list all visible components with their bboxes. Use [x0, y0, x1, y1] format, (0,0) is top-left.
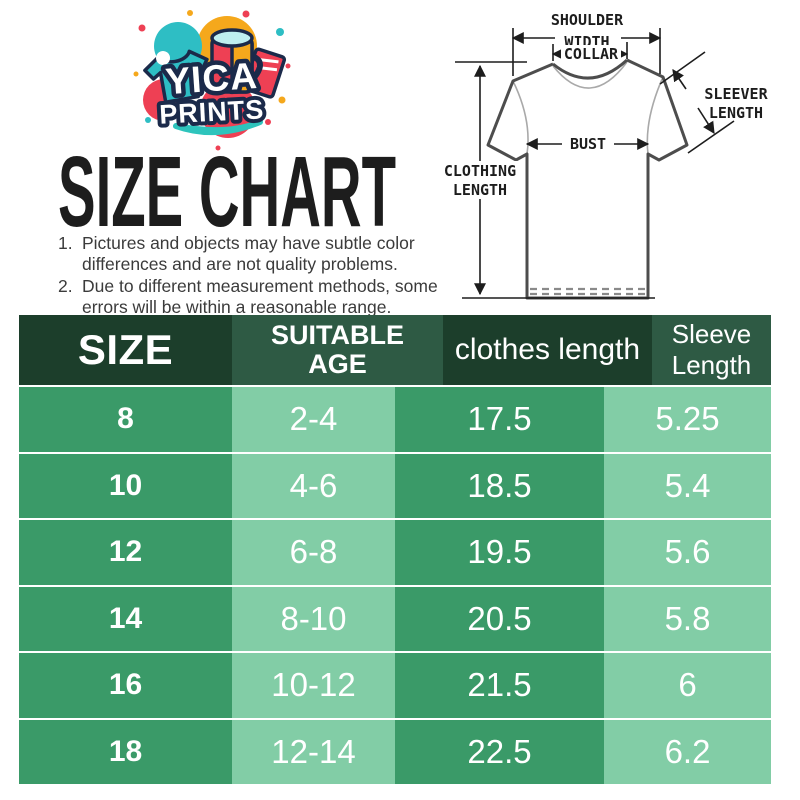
- table-row: 16 10-12 21.5 6: [19, 651, 771, 718]
- column-header-suitable-age: SUITABLE AGE: [232, 315, 443, 385]
- label-sleeve-length-line1: SLEEVER: [704, 85, 768, 103]
- table-row: 8 2-4 17.5 5.25: [19, 385, 771, 452]
- table-row: 10 4-6 18.5 5.4: [19, 451, 771, 518]
- note-text: Pictures and objects may have subtle col…: [82, 233, 415, 274]
- cell-suitable-age: 10-12: [232, 653, 395, 718]
- cell-clothes-length: 19.5: [395, 520, 604, 585]
- cell-sleeve-length: 5.4: [604, 453, 771, 518]
- cell-size: 16: [19, 653, 232, 718]
- sleeve-length-measure: [659, 51, 735, 154]
- logo-red-blob-bottom: [200, 82, 256, 138]
- label-collar: COLLAR: [564, 45, 619, 63]
- table-row: 12 6-8 19.5 5.6: [19, 518, 771, 585]
- label-clothing-length-line2: LENGTH: [453, 181, 507, 199]
- logo-mug-icon: [210, 28, 263, 94]
- cell-sleeve-length: 5.25: [604, 387, 771, 452]
- table-row: 18 12-14 22.5 6.2: [19, 717, 771, 784]
- tshirt-measurement-diagram: SHOULDER WIDTH COLLAR SLEEVER LENGTH BUS…: [435, 2, 800, 310]
- logo-tshirt-icon: [143, 49, 209, 104]
- tshirt-hem-stitching: [530, 287, 646, 296]
- bust-label-mask: [562, 134, 614, 153]
- logo-swoosh: [173, 119, 263, 136]
- cell-suitable-age: 12-14: [232, 719, 395, 784]
- cell-suitable-age: 6-8: [232, 520, 395, 585]
- cell-clothes-length: 22.5: [395, 719, 604, 784]
- note-number: 2.: [58, 276, 73, 296]
- brand-logo-art: YICA PRINTS: [133, 10, 291, 151]
- cell-clothes-length: 20.5: [395, 586, 604, 651]
- label-clothing-length-line1: CLOTHING: [444, 162, 516, 180]
- cell-size: 10: [19, 453, 232, 518]
- cell-size: 14: [19, 586, 232, 651]
- cell-size: 8: [19, 387, 232, 452]
- cell-suitable-age: 2-4: [232, 387, 395, 452]
- note-item-2: 2. Due to different measurement methods,…: [58, 276, 444, 318]
- tshirt-diagram-art: SHOULDER WIDTH COLLAR SLEEVER LENGTH BUS…: [440, 11, 769, 300]
- label-sleeve-length-line2: LENGTH: [709, 104, 763, 122]
- cell-sleeve-length: 6: [604, 653, 771, 718]
- note-item-1: 1. Pictures and objects may have subtle …: [58, 233, 444, 275]
- collar-label-mask: [561, 45, 621, 62]
- logo-wordmark-line1: YICA: [164, 55, 259, 102]
- page-title-art: SIZE CHART: [58, 136, 396, 248]
- cell-sleeve-length: 6.2: [604, 719, 771, 784]
- note-text: Due to different measurement methods, so…: [82, 276, 438, 317]
- column-header-sleeve-length: Sleeve Length: [652, 315, 771, 385]
- clothing-label-mask: [440, 161, 521, 199]
- page-title: SIZE CHART: [56, 136, 401, 248]
- brand-logo: YICA PRINTS: [128, 4, 296, 154]
- table-row: 14 8-10 20.5 5.8: [19, 584, 771, 651]
- cell-clothes-length: 18.5: [395, 453, 604, 518]
- cell-suitable-age: 4-6: [232, 453, 395, 518]
- note-number: 1.: [58, 233, 73, 253]
- cell-size: 18: [19, 719, 232, 784]
- cell-clothes-length: 17.5: [395, 387, 604, 452]
- cell-suitable-age: 8-10: [232, 586, 395, 651]
- label-bust: BUST: [570, 135, 606, 153]
- cell-size: 12: [19, 520, 232, 585]
- shoulder-width-measure: [511, 28, 662, 76]
- logo-wordmark-line2: PRINTS: [159, 94, 265, 129]
- label-shoulder-width-line1: SHOULDER: [551, 11, 624, 29]
- table-header-row: SIZE SUITABLE AGE clothes length Sleeve …: [19, 315, 771, 385]
- column-header-clothes-length: clothes length: [443, 315, 652, 385]
- page-title-text: SIZE CHART: [58, 150, 396, 235]
- cell-sleeve-length: 5.6: [604, 520, 771, 585]
- logo-confetti-dots: [133, 10, 291, 151]
- cell-clothes-length: 21.5: [395, 653, 604, 718]
- column-header-size: SIZE: [19, 315, 232, 385]
- cell-sleeve-length: 5.8: [604, 586, 771, 651]
- size-chart-table: SIZE SUITABLE AGE clothes length Sleeve …: [19, 315, 771, 784]
- disclaimer-notes: 1. Pictures and objects may have subtle …: [58, 233, 444, 319]
